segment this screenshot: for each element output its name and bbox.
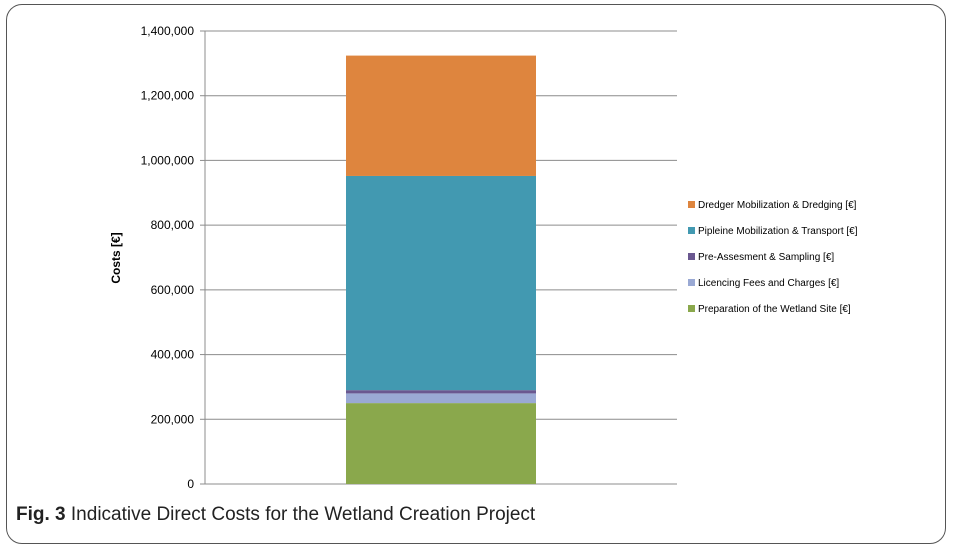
legend-swatch	[688, 227, 695, 234]
legend-swatch	[688, 253, 695, 260]
legend-swatch	[688, 201, 695, 208]
legend-label: Pre-Assesment & Sampling [€]	[698, 252, 834, 263]
bars	[346, 55, 536, 484]
y-tick-label: 800,000	[151, 218, 195, 232]
legend-label: Preparation of the Wetland Site [€]	[698, 304, 851, 315]
legend: Dredger Mobilization & Dredging [€] Piple…	[688, 200, 858, 315]
y-axis-label: Costs [€]	[109, 232, 123, 283]
legend-label: Pipleine Mobilization & Transport [€]	[698, 226, 858, 237]
figure-caption-text: Indicative Direct Costs for the Wetland …	[70, 504, 536, 525]
bar-segment	[346, 390, 536, 394]
y-tick-label: 1,000,000	[141, 153, 195, 167]
y-tick-label: 600,000	[151, 283, 195, 297]
legend-label: Dredger Mobilization & Dredging [€]	[698, 200, 857, 211]
y-tick-label: 0	[187, 477, 194, 491]
y-tick-label: 1,400,000	[141, 24, 195, 38]
legend-label: Licencing Fees and Charges [€]	[698, 278, 839, 289]
figure-label: Fig. 3	[16, 504, 66, 525]
legend-swatch	[688, 305, 695, 312]
bar-segment	[346, 403, 536, 484]
figure-caption: Fig. 3 Indicative Direct Costs for the W…	[16, 504, 535, 526]
y-tick-label: 200,000	[151, 412, 195, 426]
bar-segment	[346, 393, 536, 404]
bar-segment	[346, 55, 536, 176]
y-axis: 0 200,000 400,000 600,000 800,000 1,000,000 1,…	[141, 24, 677, 491]
y-tick-label: 1,200,000	[141, 89, 195, 103]
bar-segment	[346, 175, 536, 391]
y-tick-label: 400,000	[151, 348, 195, 362]
stacked-bar-chart: 0 200,000 400,000 600,000 800,000 1,000,000 1,…	[109, 24, 858, 491]
legend-swatch	[688, 279, 695, 286]
gridlines	[205, 30, 677, 420]
